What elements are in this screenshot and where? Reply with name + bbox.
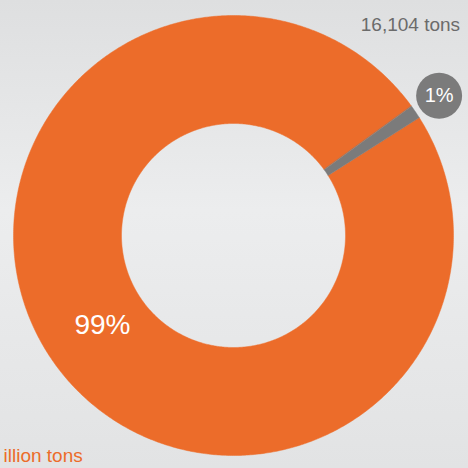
svg-text:1%: 1%: [425, 84, 454, 106]
svg-text:16,104 tons: 16,104 tons: [361, 14, 460, 35]
svg-text:99%: 99%: [74, 308, 130, 339]
svg-text:illion tons: illion tons: [4, 445, 83, 466]
